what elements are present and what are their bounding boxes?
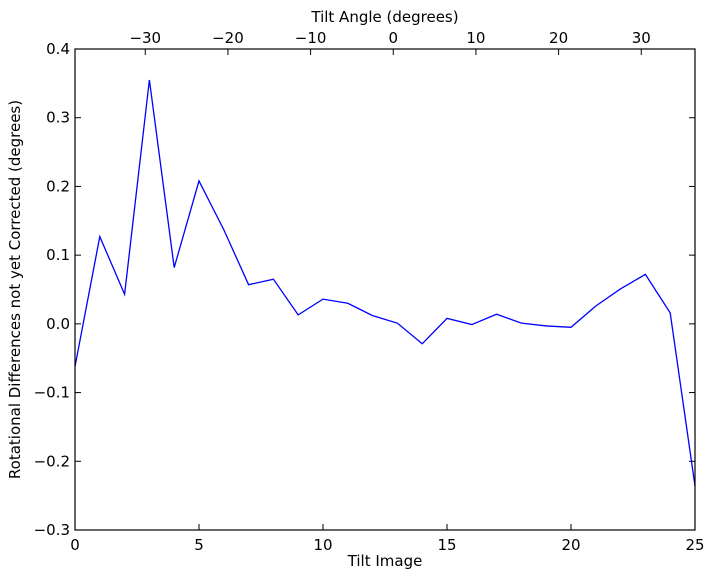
top-x-tick-label: −20: [212, 29, 244, 47]
y-axis-label: Rotational Differences not yet Corrected…: [6, 100, 24, 479]
plot-frame: [74, 48, 696, 531]
x-axis-label: Tilt Image: [347, 552, 423, 570]
y-tick-label: −0.2: [34, 452, 70, 470]
top-x-tick-label: 30: [632, 29, 651, 47]
y-tick-label: 0.3: [46, 109, 70, 127]
x-tick-label: 10: [313, 536, 332, 554]
top-x-tick-label: −30: [129, 29, 161, 47]
top-x-tick-label: 0: [388, 29, 398, 47]
y-tick-label: 0.4: [46, 40, 70, 58]
y-tick-label: 0.2: [46, 177, 70, 195]
tick-labels-layer: 0 5 10 15 20 25 −30 −20 −10 0 10 20 30 −0.3 −0.2 −0.1 0.…: [34, 29, 705, 554]
top-x-tick-label: −10: [295, 29, 327, 47]
y-tick-label: −0.1: [34, 384, 70, 402]
top-x-axis-label: Tilt Angle (degrees): [310, 8, 458, 26]
x-tick-label: 20: [561, 536, 580, 554]
x-tick-label: 5: [194, 536, 204, 554]
top-x-tick-label: 20: [549, 29, 568, 47]
ticks-layer: [74, 48, 696, 531]
data-line: [74, 79, 696, 487]
y-tick-label: 0.1: [46, 246, 70, 264]
top-x-tick-label: 10: [466, 29, 485, 47]
x-tick-label: 15: [437, 536, 456, 554]
y-tick-label: 0.0: [46, 315, 70, 333]
x-tick-label: 0: [70, 536, 80, 554]
y-tick-label: −0.3: [34, 521, 70, 539]
x-tick-label: 25: [685, 536, 704, 554]
